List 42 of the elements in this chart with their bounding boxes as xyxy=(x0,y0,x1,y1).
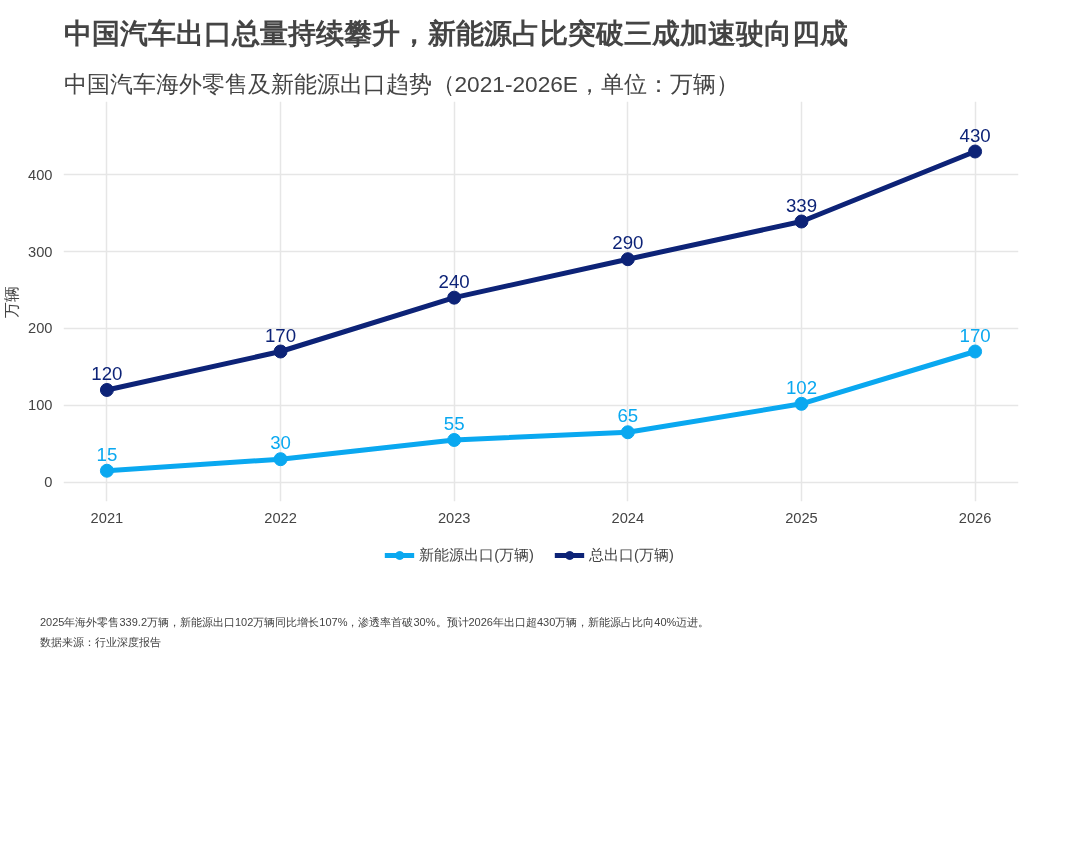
source-note: 数据来源：行业深度报告 xyxy=(40,634,161,650)
data-label: 430 xyxy=(959,124,991,146)
point xyxy=(794,214,809,229)
x-tick-label: 2023 xyxy=(437,509,471,526)
chart-subtitle: 中国汽车海外零售及新能源出口趋势（2021-2026E，单位：万辆） xyxy=(63,70,739,97)
y-tick-label: 200 xyxy=(28,320,53,337)
point xyxy=(99,382,114,397)
data-label: 170 xyxy=(264,324,297,346)
x-tick-label: 2022 xyxy=(264,509,297,526)
point xyxy=(620,425,635,440)
data-label: 102 xyxy=(785,376,818,398)
data-label: 339 xyxy=(785,194,818,216)
text: 2025年海外零售339.2万辆，新能源出口102万辆同比增长107%，渗透率首破30%。预计2026年出口超430万辆，新能源占比向40%迈进。 xyxy=(40,615,710,630)
legend-label: 新能源出口(万辆) xyxy=(419,545,534,565)
x-tick-label: 2024 xyxy=(611,509,645,526)
x-tick-label: 2026 xyxy=(958,509,992,526)
data-label: 15 xyxy=(96,443,118,465)
y-tick-label: 300 xyxy=(28,243,53,260)
data-label: 290 xyxy=(612,232,644,254)
data-label: 65 xyxy=(617,405,639,427)
data-label: 170 xyxy=(959,324,991,346)
data-label: 30 xyxy=(270,432,291,454)
chart-title: 中国汽车出口总量持续攀升，新能源占比突破三成加速驶向四成 xyxy=(63,17,848,49)
point xyxy=(794,396,809,411)
point xyxy=(447,290,462,305)
point xyxy=(447,432,462,447)
data-label: 240 xyxy=(438,270,470,292)
y-tick-label: 100 xyxy=(28,397,53,414)
data-label: 55 xyxy=(443,412,465,434)
point xyxy=(273,452,288,467)
y-tick-label: 400 xyxy=(28,166,53,183)
point xyxy=(99,463,114,478)
point xyxy=(620,252,635,267)
legend-label: 总出口(万辆) xyxy=(589,545,674,565)
x-tick-label: 2025 xyxy=(785,509,818,526)
point xyxy=(273,344,288,359)
data-label: 120 xyxy=(91,362,123,384)
y-tick-label: 0 xyxy=(44,474,53,491)
y-axis-title: 万辆 xyxy=(3,285,21,318)
point xyxy=(968,344,983,359)
point xyxy=(968,144,983,159)
x-tick-label: 2021 xyxy=(90,509,124,526)
